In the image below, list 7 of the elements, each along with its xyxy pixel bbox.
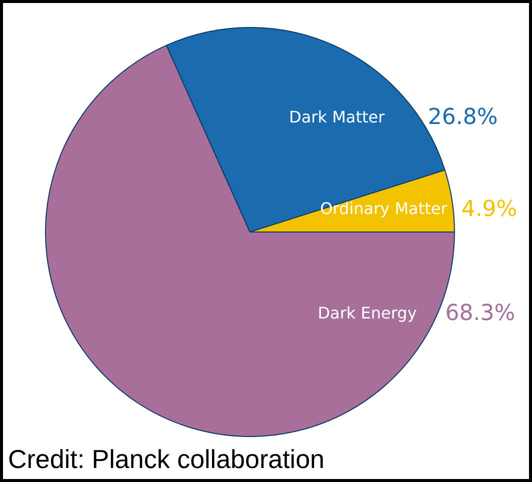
slice-label: Ordinary Matter [320,199,448,218]
data-label: 26.8% [428,104,498,130]
data-label: 4.9% [461,196,518,222]
data-label: 68.3% [445,300,516,326]
slice-label: Dark Matter [289,107,386,126]
text: Credit: Planck collaboration [8,444,324,475]
slice-label: Dark Energy [318,303,417,322]
